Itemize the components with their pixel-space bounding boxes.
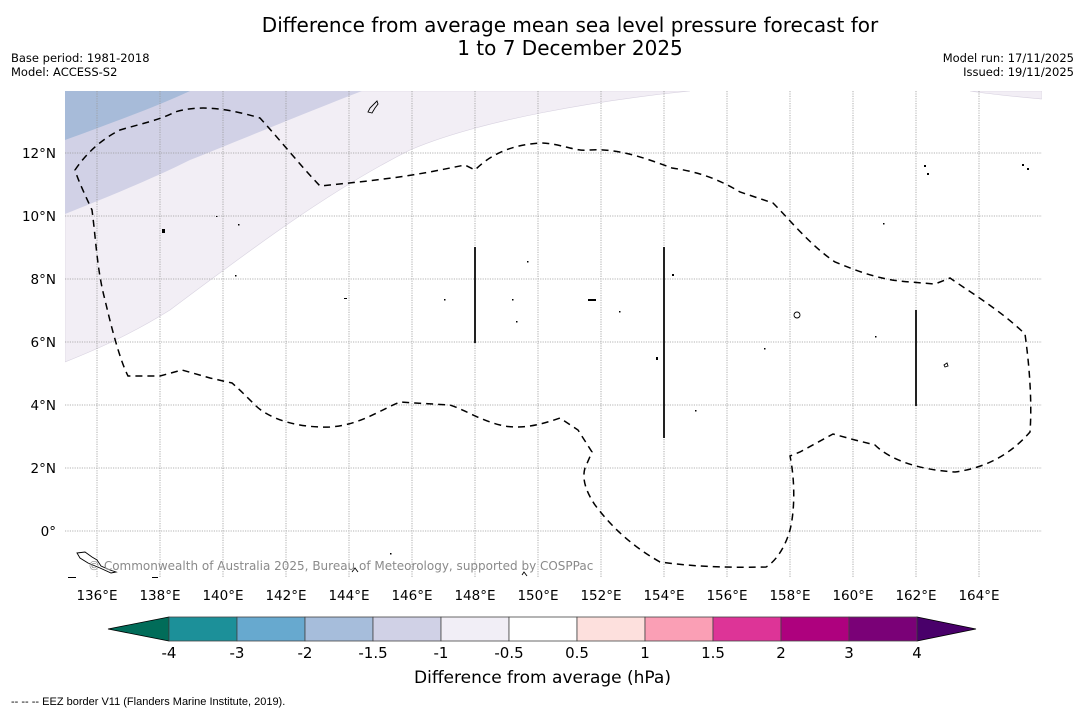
- base-period: Base period: 1981-2018: [11, 51, 150, 65]
- anomaly-band-minus-1-5: [65, 91, 362, 214]
- longitude-tick-label: 140°E: [202, 588, 243, 604]
- longitude-tick-label: 154°E: [643, 588, 684, 604]
- anomaly-band-minus-1: [65, 91, 691, 363]
- anomaly-band-minus-1-east: [969, 91, 1042, 100]
- island-kosrae: [943, 362, 949, 368]
- colorbar-cell: [712, 616, 782, 642]
- title-line-1: Difference from average mean sea level p…: [261, 13, 879, 37]
- map-title: Difference from average mean sea level p…: [0, 14, 1085, 60]
- colorbar-tick-label: -3: [230, 644, 245, 662]
- colorbar-cell: [168, 616, 238, 642]
- map-area: © Commonwealth of Australia 2025, Bureau…: [65, 91, 1042, 578]
- eez-legend-note: -- -- -- EEZ border V11 (Flanders Marine…: [11, 696, 286, 708]
- colorbar-cell: [236, 616, 306, 642]
- island-small-2: [351, 567, 359, 573]
- issued-date: Issued: 19/11/2025: [963, 65, 1074, 79]
- colorbar-tick-label: -1: [434, 644, 449, 662]
- colorbar-tick-labels: -4 -3 -2 -1.5 -1 -0.5 0.5 1 1.5 2 3 4: [162, 644, 922, 662]
- model-name: Model: ACCESS-S2: [11, 65, 118, 79]
- copyright-notice: © Commonwealth of Australia 2025, Bureau…: [88, 559, 593, 573]
- colorbar-cells: [168, 616, 918, 642]
- longitude-tick-label: 136°E: [76, 588, 117, 604]
- longitude-tick-label: 150°E: [517, 588, 558, 604]
- colorbar-title: Difference from average (hPa): [414, 668, 671, 688]
- islands: [76, 100, 949, 577]
- meta-left: Base period: 1981-2018 Model: ACCESS-S2: [11, 51, 150, 79]
- longitude-tick-label: 148°E: [454, 588, 495, 604]
- colorbar-cell: [304, 616, 374, 642]
- longitude-tick-label: 156°E: [706, 588, 747, 604]
- latitude-tick-label: 8°N: [31, 272, 56, 288]
- colorbar-tick-label: 4: [912, 644, 922, 662]
- latitude-tick-label: 0°: [41, 524, 56, 540]
- meta-right: Model run: 17/11/2025 Issued: 19/11/2025: [943, 51, 1074, 79]
- colorbar-tick-label: 2: [776, 644, 786, 662]
- colorbar-tick-label: 3: [844, 644, 854, 662]
- latitude-tick-label: 10°N: [22, 209, 56, 225]
- latitude-tick-label: 4°N: [31, 398, 56, 414]
- latitude-tick-label: 2°N: [31, 461, 56, 477]
- island-guam: [367, 100, 379, 114]
- colorbar-cell: [848, 616, 918, 642]
- model-run: Model run: 17/11/2025: [942, 51, 1074, 65]
- longitude-tick-label: 152°E: [580, 588, 621, 604]
- anomaly-band-minus-2: [65, 91, 190, 140]
- latitude-tick-label: 6°N: [31, 335, 56, 351]
- colorbar-tick-label: 1.5: [701, 644, 725, 662]
- colorbar-over-arrow: [916, 616, 977, 642]
- island-small-1: [521, 571, 528, 577]
- longitude-tick-label: 164°E: [958, 588, 999, 604]
- colorbar-tick-label: -0.5: [494, 644, 523, 662]
- longitude-tick-labels: 136°E 138°E 140°E 142°E 144°E 146°E 148°E 150°E…: [76, 588, 999, 604]
- latitude-tick-labels: 0° 2°N 4°N 6°N 8°N 10°N 12°N: [22, 146, 56, 540]
- colorbar-tick-label: -2: [298, 644, 313, 662]
- longitude-tick-label: 142°E: [265, 588, 306, 604]
- colorbar-cell: [440, 616, 510, 642]
- atoll-dots: [68, 164, 1029, 578]
- longitude-tick-label: 158°E: [769, 588, 810, 604]
- colorbar-cell: [372, 616, 442, 642]
- island-pohnpei: [793, 311, 801, 319]
- longitude-tick-label: 162°E: [895, 588, 936, 604]
- colorbar: -4 -3 -2 -1.5 -1 -0.5 0.5 1 1.5 2 3 4: [107, 616, 977, 662]
- longitude-tick-label: 138°E: [139, 588, 180, 604]
- island-new-guinea-north: [76, 551, 118, 574]
- eez-border: [74, 107, 1032, 569]
- latitude-tick-label: 12°N: [22, 146, 56, 162]
- longitude-tick-label: 160°E: [832, 588, 873, 604]
- longitude-tick-label: 146°E: [391, 588, 432, 604]
- colorbar-cell: [644, 616, 714, 642]
- colorbar-tick-label: -1.5: [358, 644, 387, 662]
- colorbar-cell: [780, 616, 850, 642]
- longitude-tick-label: 144°E: [328, 588, 369, 604]
- colorbar-cell: [508, 616, 578, 642]
- colorbar-tick-label: 1: [640, 644, 650, 662]
- title-line-2: 1 to 7 December 2025: [457, 36, 683, 60]
- colorbar-tick-label: -4: [162, 644, 177, 662]
- colorbar-tick-label: 0.5: [565, 644, 589, 662]
- colorbar-cell: [576, 616, 646, 642]
- colorbar-under-arrow: [107, 616, 170, 642]
